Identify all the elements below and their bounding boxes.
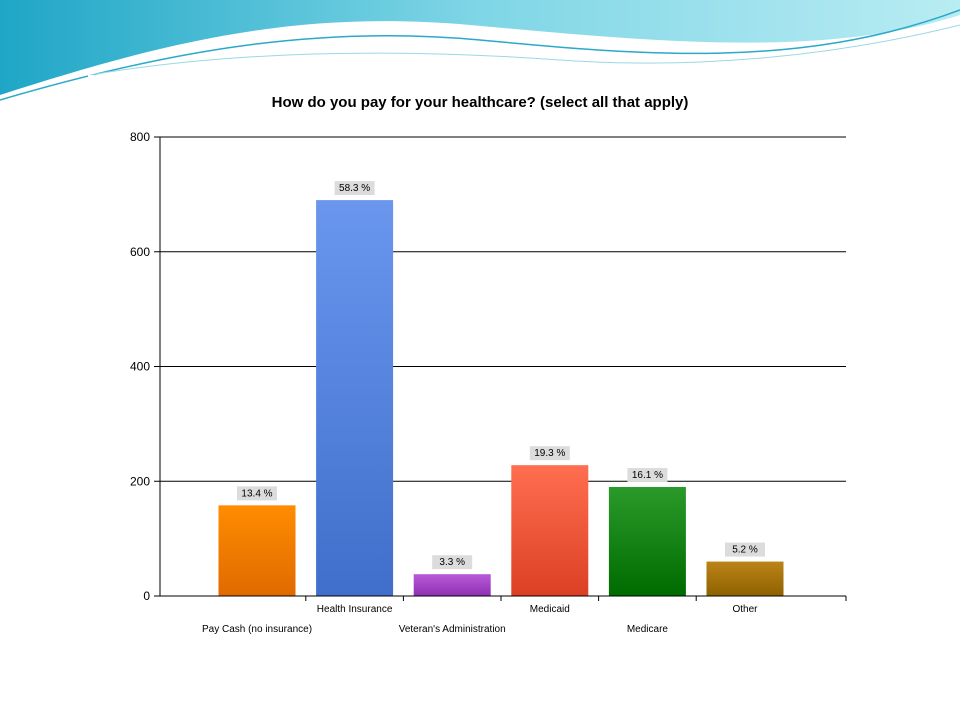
data-label: 58.3 % — [339, 183, 370, 194]
labels: 0 200 400 600 800 13.4 % Pay Cash (no insuranc… — [130, 130, 765, 635]
bar-3 — [511, 465, 589, 596]
y-tick-label: 600 — [130, 245, 150, 259]
bar-5 — [706, 561, 784, 596]
data-label: 16.1 % — [632, 470, 663, 481]
y-tick-label: 800 — [130, 130, 150, 144]
data-label: 5.2 % — [732, 545, 758, 556]
bars — [218, 200, 784, 597]
category-label: Veteran's Administration — [399, 624, 506, 635]
data-label: 19.3 % — [534, 448, 565, 459]
header-wave-line — [0, 9, 960, 101]
category-label: Pay Cash (no insurance) — [202, 624, 312, 635]
y-tick-label: 200 — [130, 474, 150, 488]
category-label: Medicaid — [530, 604, 570, 615]
bar-0 — [218, 505, 296, 596]
bar-4 — [608, 486, 686, 596]
header-wave-line-2 — [89, 24, 960, 76]
category-label: Other — [732, 604, 758, 615]
y-tick-label: 0 — [143, 589, 150, 603]
data-label-box — [432, 555, 473, 570]
data-label-box — [237, 486, 277, 501]
category-label: Medicare — [627, 624, 669, 635]
chart-title: How do you pay for your healthcare? (sel… — [272, 94, 689, 111]
header-wave-fill — [0, 0, 960, 95]
bar-2 — [413, 574, 491, 596]
data-label-box — [334, 181, 375, 196]
data-label-box — [725, 542, 765, 557]
y-tick-label: 400 — [130, 360, 150, 374]
axes — [154, 136, 847, 601]
data-label-box — [529, 446, 570, 461]
data-label: 3.3 % — [439, 557, 465, 568]
category-label: Health Insurance — [317, 604, 393, 615]
bar-1 — [316, 200, 394, 597]
data-label: 13.4 % — [241, 488, 272, 499]
data-label-box — [627, 467, 668, 482]
